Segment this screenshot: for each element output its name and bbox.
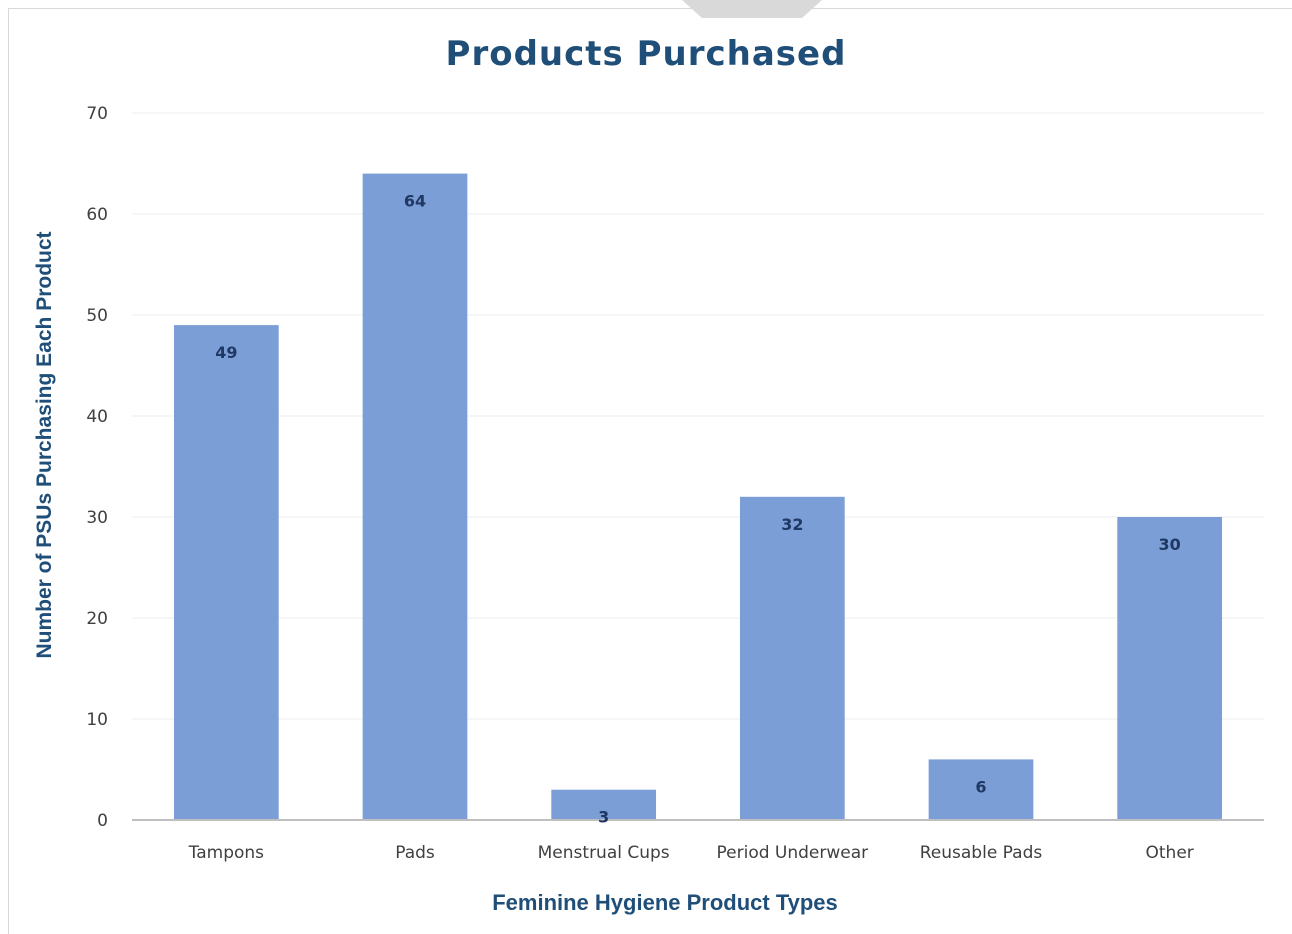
- bar: [928, 759, 1034, 820]
- bar: [362, 173, 468, 821]
- y-tick-label: 60: [86, 205, 108, 225]
- chart-title: Products Purchased: [445, 34, 847, 74]
- category-label: Tampons: [188, 843, 265, 863]
- data-label: 3: [598, 808, 609, 827]
- data-label: 6: [975, 777, 986, 796]
- category-label: Reusable Pads: [920, 843, 1043, 863]
- y-tick-label: 30: [86, 508, 108, 528]
- top-tab-decoration: [682, 0, 822, 18]
- y-tick-label: 50: [86, 306, 108, 326]
- y-tick-label: 20: [86, 609, 108, 629]
- category-label: Pads: [395, 843, 435, 863]
- bar: [1117, 517, 1223, 820]
- x-axis-title: Feminine Hygiene Product Types: [492, 890, 838, 915]
- category-label: Other: [1146, 843, 1194, 863]
- bar: [739, 496, 845, 820]
- bars: [173, 173, 1223, 821]
- y-tick-label: 40: [86, 407, 108, 427]
- data-label: 64: [404, 192, 426, 211]
- bar: [551, 789, 657, 820]
- y-tick-label: 10: [86, 710, 108, 730]
- category-label: Menstrual Cups: [538, 843, 670, 863]
- data-label: 30: [1159, 535, 1181, 554]
- category-label: Period Underwear: [717, 843, 869, 863]
- y-tick-label: 0: [97, 811, 108, 831]
- gridlines: [132, 112, 1264, 720]
- labels: 0 10 20 30 40 50 60 70 49 Tampons 64 Pads 3 Menstrual…: [86, 104, 1193, 863]
- data-label: 49: [215, 343, 237, 362]
- data-label: 32: [781, 515, 803, 534]
- y-tick-label: 70: [86, 104, 108, 124]
- bar: [173, 325, 279, 820]
